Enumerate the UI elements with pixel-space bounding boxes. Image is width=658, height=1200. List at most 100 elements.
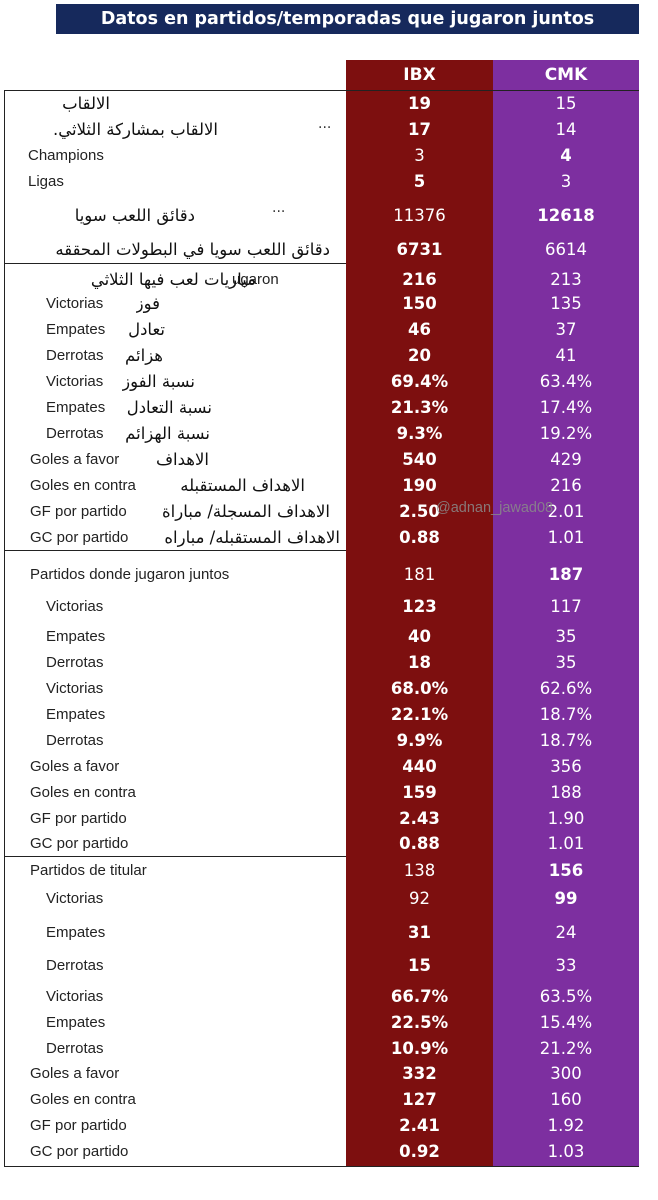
value-cell-ibx: 9.9%	[396, 730, 443, 750]
row-label-spanish: Victorias	[46, 597, 104, 615]
value-cell-ibx: 2.50	[399, 501, 440, 521]
cmk-column-background	[493, 60, 639, 1166]
row-label-arabic: دقائق اللعب سويا	[74, 205, 195, 225]
page-title: Datos en partidos/temporadas que jugaron…	[56, 4, 639, 34]
table-row: GC por partido 0.88 1.01	[0, 830, 658, 856]
table-left-border	[4, 90, 5, 1167]
value-cell-cmk: 135	[550, 293, 582, 313]
row-label-arabic: نسبة التعادل	[126, 397, 212, 417]
table-row: Victorias نسبة الفوز 69.4% 63.4%	[0, 368, 658, 394]
table-row: Derrotas 10.9% 21.2%	[0, 1034, 658, 1062]
row-label-spanish: Victorias	[46, 372, 104, 390]
table-row: Empates 22.5% 15.4%	[0, 1008, 658, 1036]
value-cell-ibx: 46	[408, 319, 431, 339]
row-label-spanish: Goles a favor	[30, 1064, 120, 1082]
value-cell-ibx: 18	[408, 652, 431, 672]
value-cell-ibx: 20	[408, 345, 431, 365]
row-label-spanish: Derrotas	[46, 346, 104, 364]
row-label-spanish: GF por partido	[30, 1116, 127, 1134]
table-row: Derrotas هزائم 20 41	[0, 342, 658, 368]
value-cell-cmk: 24	[555, 922, 577, 942]
table-row: GF por partido 2.43 1.90	[0, 804, 658, 832]
value-cell-cmk: 41	[555, 345, 577, 365]
table-row: Derrotas نسبة الهزائم 9.3% 19.2%	[0, 420, 658, 446]
table-row: GC por partido 0.92 1.03	[0, 1138, 658, 1164]
value-cell-ibx: 2.41	[399, 1115, 440, 1135]
table-row: Empates تعادل 46 37	[0, 316, 658, 342]
value-cell-ibx: 11376	[393, 205, 446, 225]
row-label-spanish: Derrotas	[46, 653, 104, 671]
row-label-spanish: ugaron	[232, 270, 279, 288]
value-cell-ibx: 159	[402, 782, 437, 802]
row-label-arabic: فوز	[135, 293, 160, 313]
value-cell-cmk: 117	[550, 596, 582, 616]
row-label-spanish: Ligas	[28, 172, 64, 190]
table-row: Champions 3 4	[0, 142, 658, 168]
value-cell-ibx: 181	[403, 564, 436, 584]
row-label-arabic: دقائق اللعب سويا في البطولات المحققه	[55, 239, 330, 259]
row-label-spanish: Empates	[46, 398, 106, 416]
value-cell-cmk: 156	[548, 860, 584, 880]
value-cell-ibx: 21.3%	[390, 397, 449, 417]
row-label-arabic: الاهداف المستقبله/ مباراه	[164, 527, 340, 547]
value-cell-ibx: 0.92	[399, 1141, 440, 1161]
table-row: GF por partido الاهداف المسجلة/ مباراة 2.5…	[0, 498, 658, 524]
value-cell-cmk: 6614	[545, 239, 587, 259]
section-divider	[4, 856, 346, 857]
row-label-arabic: الاهداف المسجلة/ مباراة	[162, 501, 330, 521]
value-cell-cmk: 17.4%	[539, 397, 593, 417]
row-label-arabic: الاهداف المستقبله	[180, 475, 305, 495]
value-cell-ibx: 69.4%	[390, 371, 449, 391]
value-cell-cmk: 300	[550, 1063, 582, 1083]
value-cell-cmk: 1.03	[547, 1141, 585, 1161]
value-cell-cmk: 160	[550, 1089, 582, 1109]
value-cell-cmk: 15.4%	[539, 1012, 593, 1032]
value-cell-cmk: 37	[555, 319, 577, 339]
value-cell-ibx: 540	[402, 449, 437, 469]
table-row: Goles a favor الاهداف 540 429	[0, 446, 658, 472]
value-cell-cmk: 35	[555, 626, 577, 646]
table-row: Goles a favor 440 356	[0, 752, 658, 780]
value-cell-cmk: 14	[555, 119, 577, 139]
row-label-arabic: تعادل	[128, 319, 165, 339]
row-label-arabic: الالقاب بمشاركة الثلاثي.	[53, 119, 218, 139]
row-label-arabic: الاهداف	[155, 449, 209, 469]
value-cell-cmk: 1.92	[547, 1115, 585, 1135]
value-cell-ibx: 0.88	[399, 833, 440, 853]
table-row: دقائق اللعب سويا... 11376 12618	[0, 200, 658, 230]
table-row: GF por partido 2.41 1.92	[0, 1112, 658, 1138]
row-label-spanish: Empates	[46, 627, 106, 645]
row-label-spanish: GC por partido	[30, 834, 129, 852]
row-label-spanish: Goles a favor	[30, 757, 120, 775]
row-label-spanish: Goles en contra	[30, 1090, 136, 1108]
row-label-spanish: Victorias	[46, 889, 104, 907]
ellipsis-mark: ...	[318, 116, 332, 132]
section-divider	[4, 263, 346, 264]
table-row: Goles en contra 159 188	[0, 778, 658, 806]
row-label-spanish: Derrotas	[46, 731, 104, 749]
value-cell-cmk: 62.6%	[539, 678, 593, 698]
value-cell-ibx: 19	[408, 93, 431, 113]
section-divider	[4, 550, 346, 551]
value-cell-ibx: 92	[409, 888, 430, 908]
table-row: دقائق اللعب سويا في البطولات المحققه 6731…	[0, 234, 658, 264]
table-row: Empates 40 35	[0, 622, 658, 650]
value-cell-ibx: 440	[402, 756, 437, 776]
table-row: Victorias 68.0% 62.6%	[0, 674, 658, 702]
value-cell-ibx: 2.43	[399, 808, 440, 828]
row-label-spanish: Derrotas	[46, 424, 104, 442]
value-cell-cmk: 188	[550, 782, 582, 802]
row-label-arabic: نسبة الفوز	[122, 371, 195, 391]
value-cell-cmk: 63.4%	[539, 371, 593, 391]
ellipsis-mark: ...	[272, 200, 286, 216]
value-cell-cmk: 1.01	[547, 833, 585, 853]
table-row: ugaron مباريات لعب فيها الثلاثي 216 213	[0, 264, 658, 294]
section-divider	[4, 90, 346, 91]
ibx-column-background	[346, 60, 493, 1166]
value-cell-cmk: 63.5%	[539, 986, 593, 1006]
value-cell-ibx: 68.0%	[390, 678, 449, 698]
row-label-spanish: Derrotas	[46, 1039, 104, 1057]
row-label-spanish: GC por partido	[30, 528, 129, 546]
value-cell-cmk: 213	[550, 269, 582, 289]
value-cell-ibx: 332	[402, 1063, 437, 1083]
